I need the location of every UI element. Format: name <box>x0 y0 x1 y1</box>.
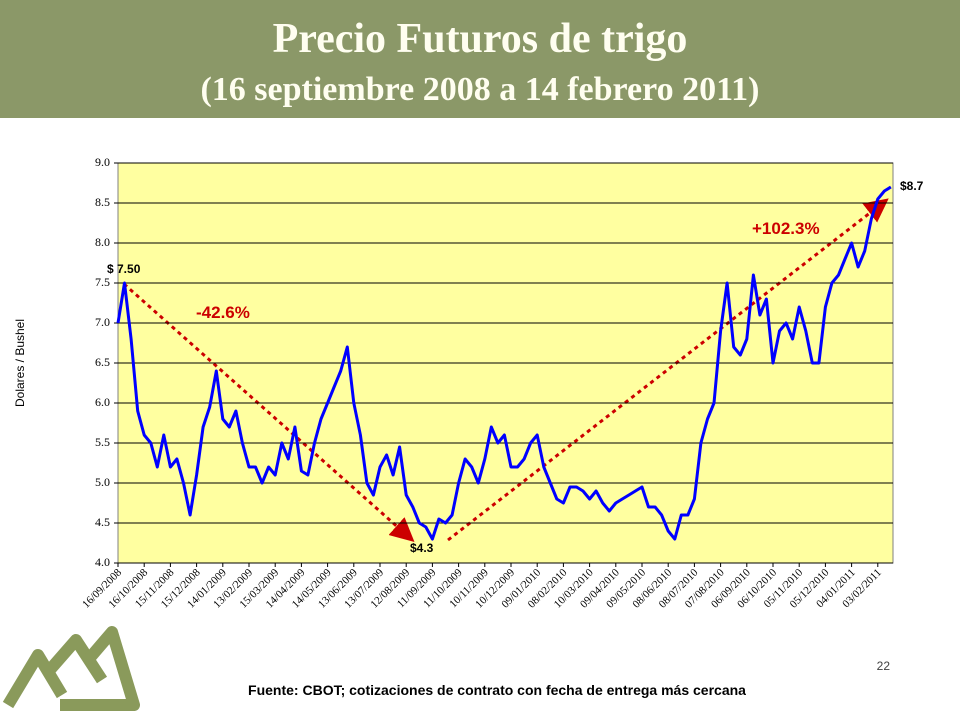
logo-peak <box>43 634 108 684</box>
y-tick-label: 8.5 <box>95 195 110 209</box>
annotation: $8.7 <box>900 179 924 193</box>
title: Precio Futuros de trigo <box>273 16 688 62</box>
logo-peak <box>2 649 68 709</box>
annotation: +102.3% <box>752 219 820 238</box>
y-tick-label: 7.0 <box>95 315 110 329</box>
y-tick-label: 4.0 <box>95 555 110 569</box>
y-tick-label: 8.0 <box>95 235 110 249</box>
logo-peak <box>60 626 140 711</box>
subtitle: (16 septiembre 2008 a 14 febrero 2011) <box>200 71 759 108</box>
annotation: -42.6% <box>196 303 250 322</box>
logo <box>2 626 140 711</box>
y-tick-label: 9.0 <box>95 155 110 169</box>
source: Fuente: CBOT; cotizaciones de contrato c… <box>248 682 746 698</box>
annotation: $4.3 <box>410 541 434 555</box>
header-banner <box>0 0 960 118</box>
y-tick-label: 5.0 <box>95 475 110 489</box>
y-tick-label: 6.0 <box>95 395 110 409</box>
annotation: $ 7.50 <box>107 262 141 276</box>
y-axis-label: Dolares / Bushel <box>13 319 27 407</box>
y-tick-label: 6.5 <box>95 355 110 369</box>
page-number: 22 <box>877 659 891 673</box>
y-tick-label: 7.5 <box>95 275 110 289</box>
rise-arrow <box>447 198 889 542</box>
y-tick-label: 5.5 <box>95 435 110 449</box>
y-tick-label: 4.5 <box>95 515 110 529</box>
price-line <box>116 185 892 541</box>
